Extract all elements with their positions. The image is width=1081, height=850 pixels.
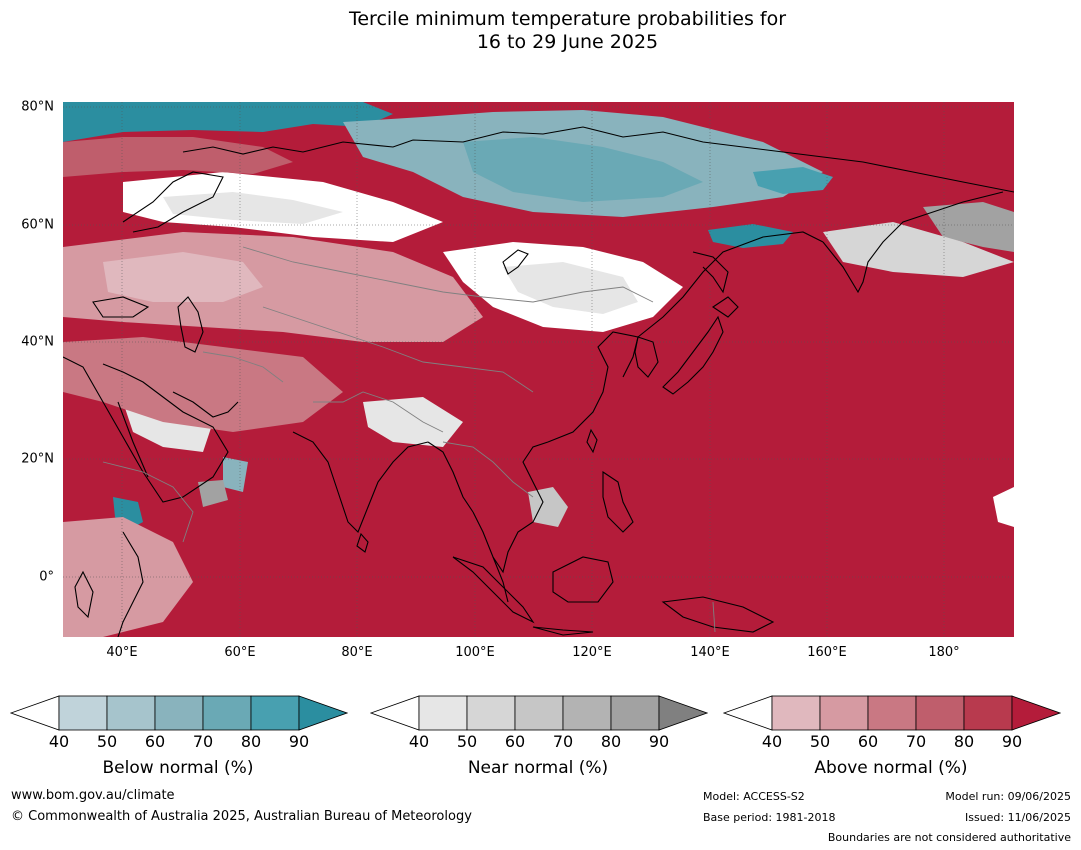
above-normal-region-middle-east xyxy=(63,337,343,432)
below-normal-region-arctic-west xyxy=(63,102,393,142)
colorbar-segment xyxy=(418,695,468,731)
boundaries-disclaimer: Boundaries are not considered authoritat… xyxy=(827,831,1071,844)
model-name: Model: ACCESS-S2 xyxy=(703,790,805,803)
lon-label-140e: 140°E xyxy=(690,645,730,660)
colorbar-tick-label: 60 xyxy=(144,732,166,751)
colorbar-min-arrow xyxy=(369,695,420,731)
below-normal-region-central-siberia xyxy=(463,137,703,202)
colorbar-max-arrow xyxy=(658,695,709,731)
colorbar-tick-label: 70 xyxy=(192,732,214,751)
colorbar-segment xyxy=(867,695,917,731)
near-normal-region-chukotka xyxy=(823,222,1014,277)
colorbar-min-arrow xyxy=(722,695,773,731)
above-normal-region-kazakhstan xyxy=(103,252,263,302)
colorbar-tick-label: 60 xyxy=(857,732,879,751)
probability-fields xyxy=(63,102,1014,637)
near-normal-region-mongolia xyxy=(503,262,638,314)
model-run-date: Model run: 09/06/2025 xyxy=(945,790,1071,803)
country-borders xyxy=(102,246,716,633)
lon-label-40e: 40°E xyxy=(106,645,138,660)
colorbar-tick-label: 70 xyxy=(905,732,927,751)
colorbar-below-label: Below normal (%) xyxy=(102,758,254,778)
title-line-1: Tercile minimum temperature probabilitie… xyxy=(348,8,787,30)
base-period: Base period: 1981-2018 xyxy=(703,811,836,824)
lon-label-100e: 100°E xyxy=(455,645,495,660)
colorbar-segment xyxy=(610,695,660,731)
colorbar-tick-label: 90 xyxy=(288,732,310,751)
colorbar-tick-label: 90 xyxy=(1001,732,1023,751)
colorbar-near-normal xyxy=(369,695,709,735)
colorbar-tick-label: 90 xyxy=(648,732,670,751)
colorbar-tick-label: 40 xyxy=(761,732,783,751)
colorbar-segment xyxy=(466,695,516,731)
lat-label-equator: 0° xyxy=(39,569,54,585)
website-link[interactable]: www.bom.gov.au/climate xyxy=(11,788,175,803)
chart-title: Tercile minimum temperature probabilitie… xyxy=(0,8,1081,54)
colorbar-segment xyxy=(202,695,252,731)
colorbar-below-normal xyxy=(9,695,349,735)
colorbar-segment xyxy=(106,695,156,731)
colorbar-tick-label: 70 xyxy=(552,732,574,751)
colorbar-segment xyxy=(771,695,821,731)
colorbar-above-graphic xyxy=(722,695,1062,731)
lon-label-180: 180° xyxy=(928,645,960,660)
colorbar-near-label: Near normal (%) xyxy=(467,758,609,778)
colorbar-max-arrow xyxy=(1011,695,1062,731)
map-canvas xyxy=(63,102,1014,637)
colorbar-segment xyxy=(250,695,300,731)
probability-map[interactable] xyxy=(63,102,1014,637)
title-line-2: 16 to 29 June 2025 xyxy=(476,31,659,53)
near-normal-region-horn-of-africa xyxy=(198,480,228,507)
lat-label-80n: 80°N xyxy=(21,99,54,115)
colorbar-tick-label: 40 xyxy=(408,732,430,751)
colorbar-tick-label: 50 xyxy=(809,732,831,751)
colorbar-segment xyxy=(915,695,965,731)
colorbar-tick-label: 80 xyxy=(240,732,262,751)
near-normal-region-himalaya xyxy=(363,397,463,447)
lon-label-60e: 60°E xyxy=(224,645,256,660)
colorbar-segment xyxy=(514,695,564,731)
colorbar-tick-label: 50 xyxy=(96,732,118,751)
colorbar-tick-label: 60 xyxy=(504,732,526,751)
colorbar-below-graphic xyxy=(9,695,349,731)
colorbar-segment xyxy=(154,695,204,731)
above-normal-region-europe xyxy=(63,137,293,177)
colorbar-min-arrow xyxy=(9,695,60,731)
issued-date: Issued: 11/06/2025 xyxy=(964,811,1071,824)
colorbar-above-normal xyxy=(722,695,1062,735)
colorbar-tick-label: 80 xyxy=(953,732,975,751)
below-normal-region-arabian-sea xyxy=(223,457,248,492)
map-graticule xyxy=(63,102,1014,637)
colorbar-segment xyxy=(562,695,612,731)
colorbar-max-arrow xyxy=(298,695,349,731)
copyright-text: © Commonwealth of Australia 2025, Austra… xyxy=(11,809,472,824)
below-normal-region-okhotsk xyxy=(708,224,793,248)
lat-label-60n: 60°N xyxy=(21,217,54,233)
below-normal-region-lena xyxy=(753,167,833,194)
lon-label-120e: 120°E xyxy=(572,645,612,660)
colorbar-tick-label: 50 xyxy=(456,732,478,751)
colorbar-segment xyxy=(819,695,869,731)
lat-label-20n: 20°N xyxy=(21,451,54,467)
coastlines xyxy=(63,126,1014,637)
near-normal-region-indochina xyxy=(528,487,568,527)
lon-label-160e: 160°E xyxy=(807,645,847,660)
near-normal-region-kamchatka xyxy=(923,202,1014,252)
colorbar-above-label: Above normal (%) xyxy=(814,758,968,778)
colorbar-tick-label: 80 xyxy=(600,732,622,751)
lon-label-80e: 80°E xyxy=(341,645,373,660)
no-signal-region-central-pacific xyxy=(993,487,1014,527)
colorbar-segment xyxy=(963,695,1013,731)
colorbar-near-graphic xyxy=(369,695,709,731)
lat-label-40n: 40°N xyxy=(21,334,54,350)
colorbar-tick-label: 40 xyxy=(48,732,70,751)
colorbar-segment xyxy=(58,695,108,731)
above-normal-region-east-africa xyxy=(63,517,193,637)
